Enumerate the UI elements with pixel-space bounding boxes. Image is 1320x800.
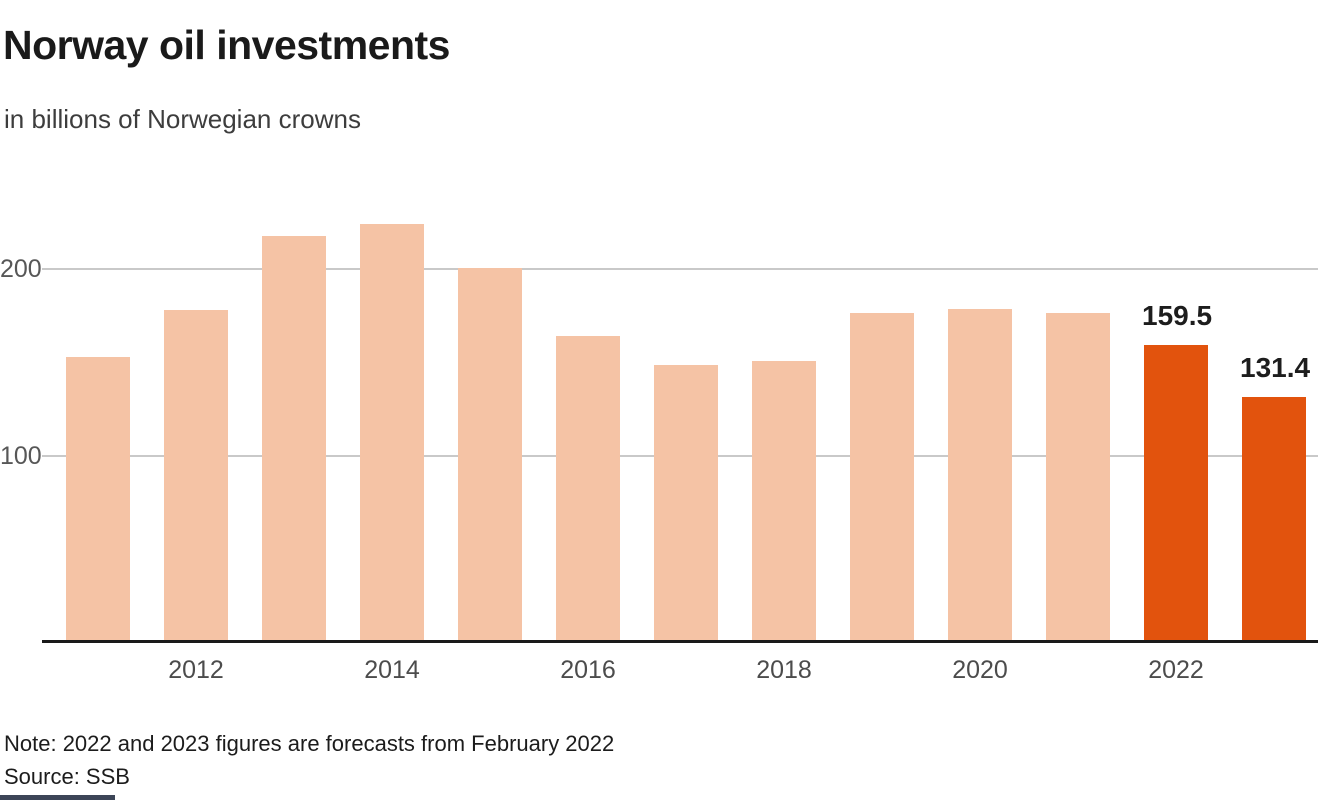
bar-2021	[1046, 313, 1110, 643]
bar-2015	[458, 268, 522, 643]
bar-2014	[360, 224, 424, 643]
note-text: Note: 2022 and 2023 figures are forecast…	[4, 731, 615, 756]
bar-2019	[850, 313, 914, 643]
bar-2017	[654, 365, 718, 643]
x-axis-label-2012: 2012	[168, 656, 224, 684]
gridline-200	[42, 268, 1318, 270]
y-axis-label-100: 100	[0, 442, 42, 470]
x-axis-line	[42, 640, 1318, 643]
x-axis-label-2018: 2018	[756, 656, 812, 684]
bar-2022	[1144, 345, 1208, 643]
y-axis-label-200: 200	[0, 255, 42, 283]
value-label-2022: 159.5	[1142, 300, 1213, 331]
bar-2020	[948, 309, 1012, 643]
value-label-2023: 131.4	[1240, 352, 1311, 383]
bar-2012	[164, 310, 228, 643]
brand-bar	[0, 795, 115, 800]
source-text: Source: SSB	[4, 764, 130, 789]
x-axis-label-2014: 2014	[364, 656, 420, 684]
bar-2016	[556, 336, 620, 643]
chart-subtitle: in billions of Norwegian crowns	[4, 104, 361, 134]
bar-2023	[1242, 397, 1306, 643]
bar-2011	[66, 357, 130, 643]
chart-title: Norway oil investments	[3, 22, 450, 68]
x-axis-label-2016: 2016	[560, 656, 616, 684]
bar-2013	[262, 236, 326, 643]
bar-2018	[752, 361, 816, 643]
bar-chart: 100 200 159.5 131.4 2012 2014 2016 2018 2020 2022	[0, 224, 1318, 684]
x-axis-label-2020: 2020	[952, 656, 1008, 684]
x-axis-label-2022: 2022	[1148, 656, 1204, 684]
